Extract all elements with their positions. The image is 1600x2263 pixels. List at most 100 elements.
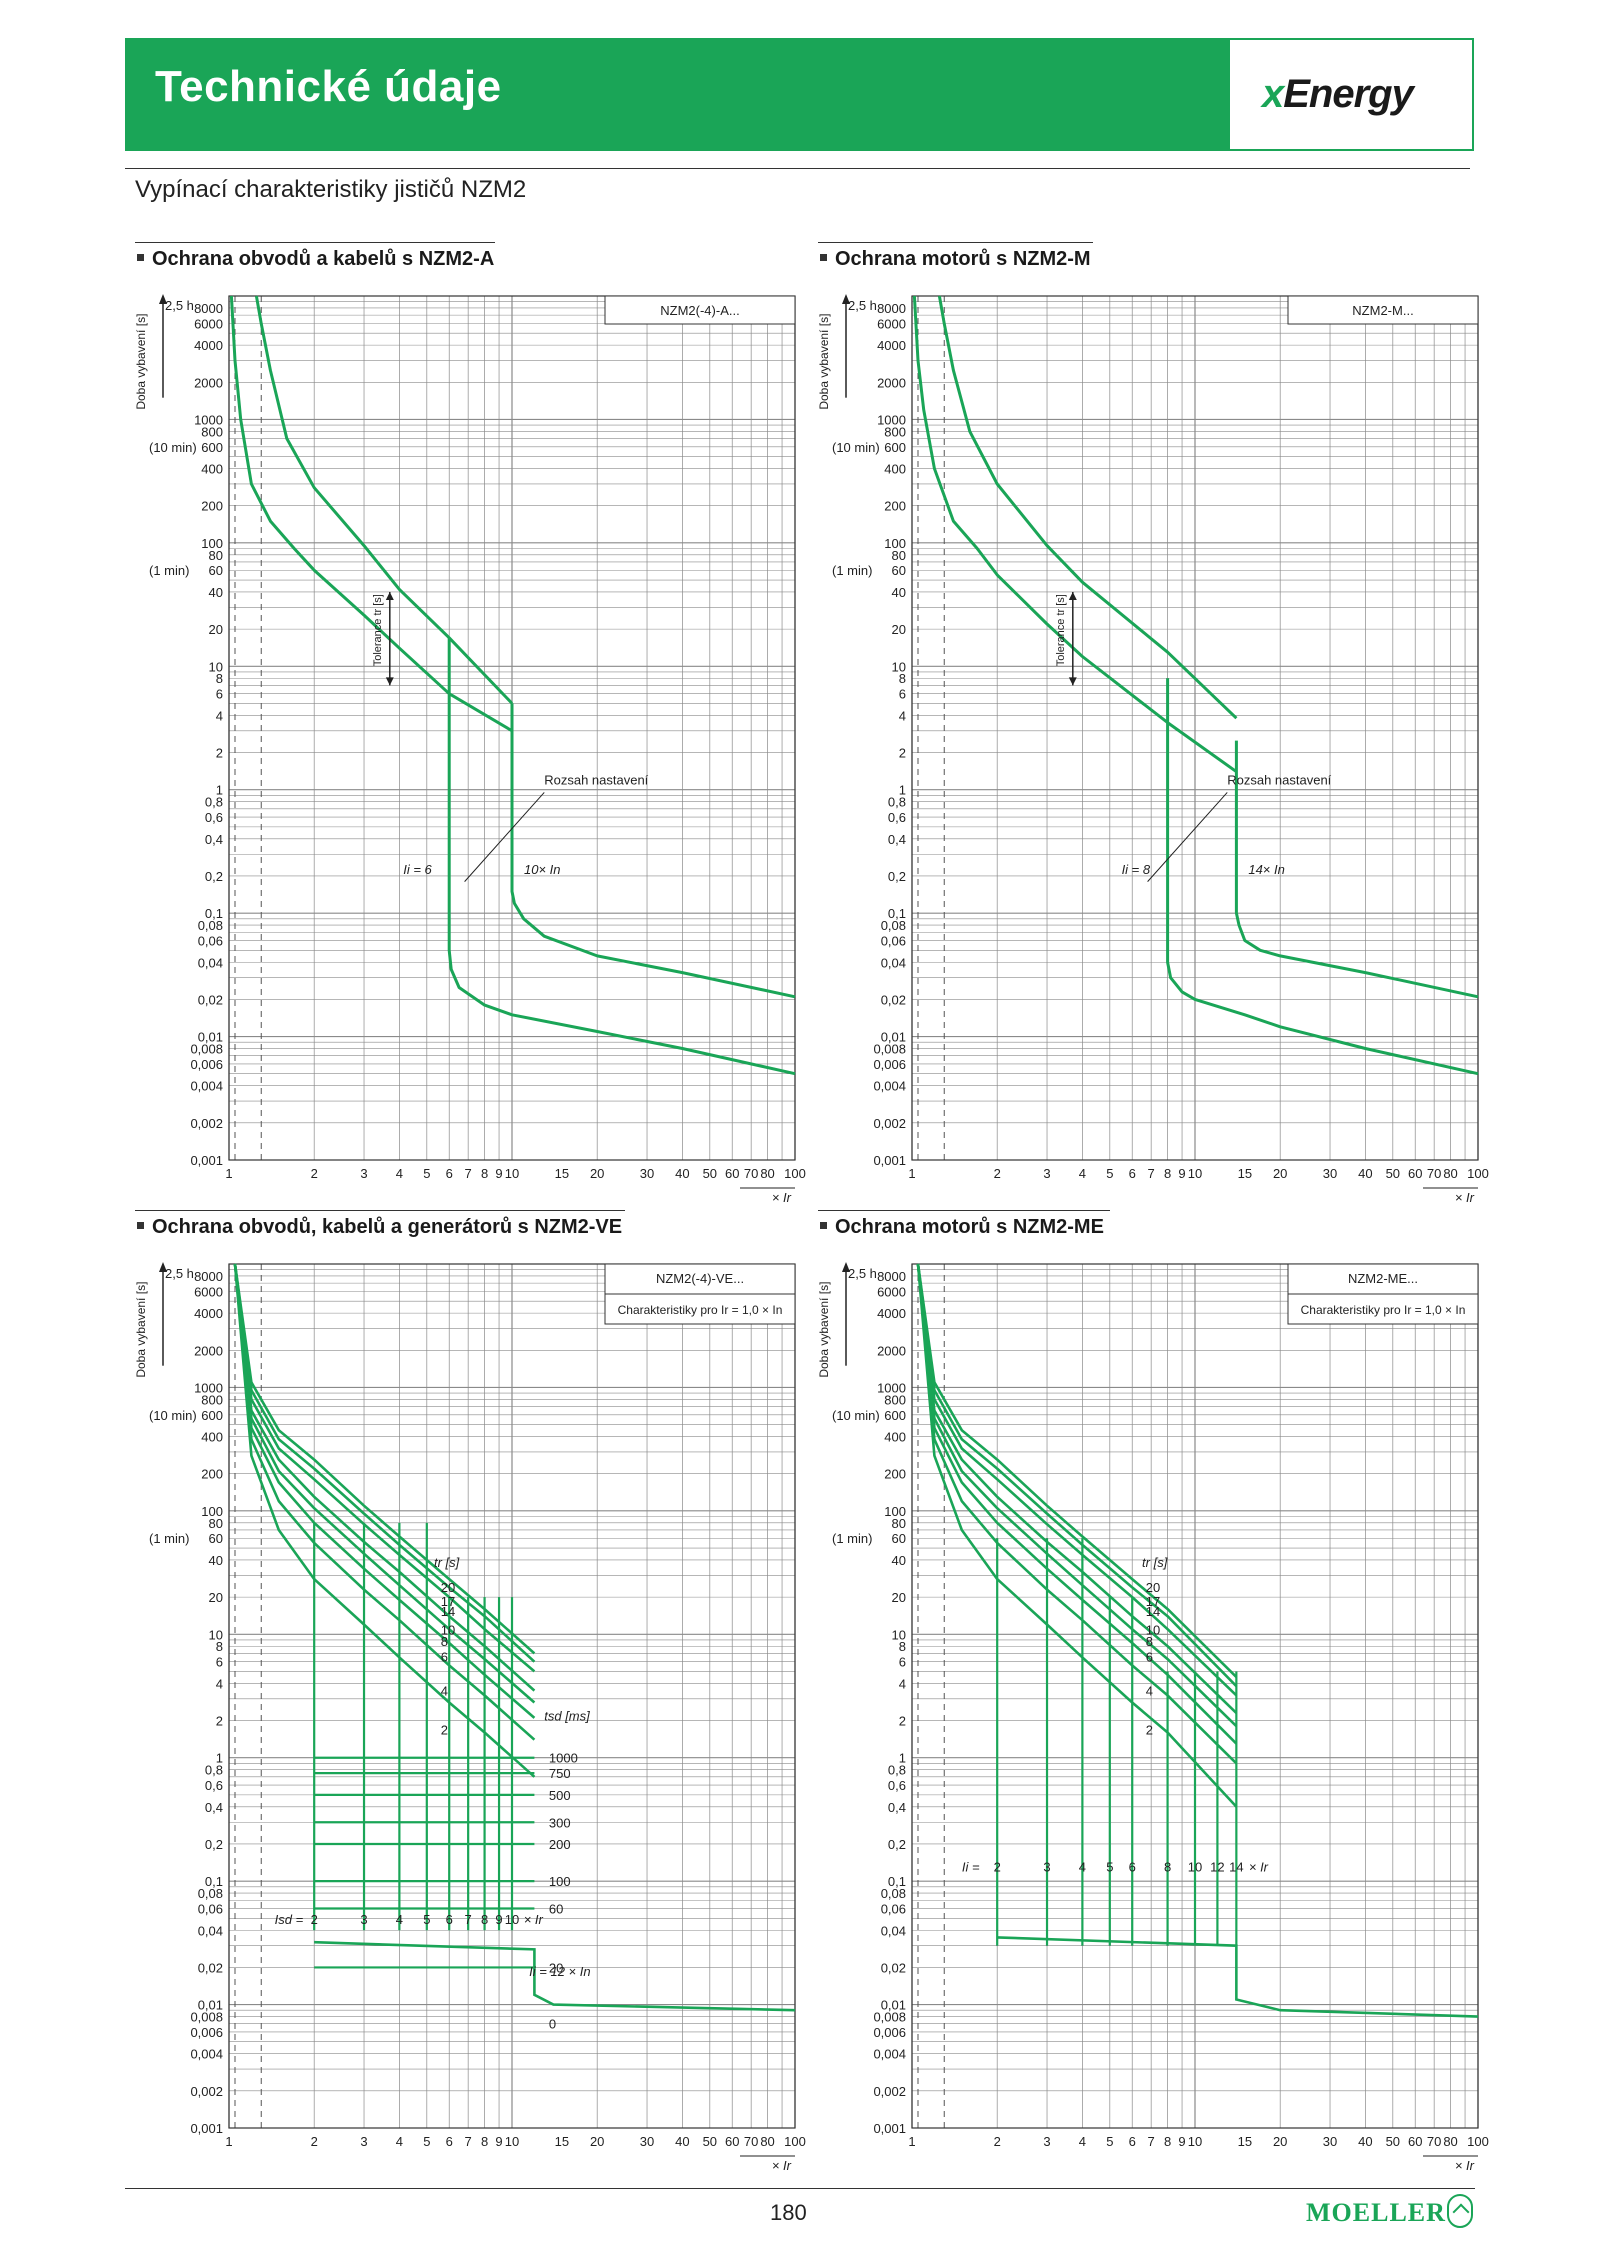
- y-tick-label: 0,8: [888, 1763, 906, 1778]
- section-title-m: Ochrana motorů s NZM2-M: [820, 248, 1091, 271]
- y-tick-label: 0,01: [198, 1030, 223, 1045]
- y-tick-label: 100: [884, 1504, 906, 1519]
- y-tick-label: 8: [216, 671, 223, 686]
- moeller-logo: MOELLER: [1306, 2198, 1446, 2227]
- y-tick-label: 0,02: [198, 1960, 223, 1975]
- y-extra-label: (10 min): [832, 440, 880, 455]
- curve-series: [916, 1263, 1238, 1728]
- chart-model-label: NZM2-M...: [1352, 303, 1413, 318]
- x-tick-label: 2: [311, 2134, 318, 2149]
- y-tick-label: 0,004: [873, 2047, 906, 2062]
- tsd-value-label: 300: [549, 1815, 571, 1830]
- y-tick-label: 800: [884, 424, 906, 439]
- ii-value-label: 10: [1188, 1859, 1202, 1874]
- y-tick-label: 0,6: [888, 1778, 906, 1793]
- ii-label: Ii = 6: [403, 862, 432, 877]
- y-tick-label: 0,8: [888, 795, 906, 810]
- setting-range-leader: [464, 792, 545, 882]
- y-tick-label: 8: [216, 1639, 223, 1654]
- x-tick-label: 3: [1043, 2134, 1050, 2149]
- chart-label-box: [604, 295, 796, 325]
- y-tick-label: 40: [892, 1553, 906, 1568]
- y-tick-label: 40: [209, 1553, 223, 1568]
- curve-series: [233, 1263, 536, 1673]
- tolerance-arrow-down-icon: [1068, 677, 1077, 686]
- x-tick-label: 6: [446, 1166, 453, 1181]
- y-tick-label: 0,06: [198, 934, 223, 949]
- y-tick-label: 400: [884, 462, 906, 477]
- tr-value-label: 6: [1146, 1650, 1153, 1665]
- y-tick-label: 0,6: [888, 810, 906, 825]
- tr-value-label: 2: [441, 1723, 448, 1738]
- isd-value-label: 4: [396, 1912, 403, 1927]
- y-tick-label: 0,04: [198, 955, 223, 970]
- y-tick-label: 0,006: [873, 1057, 906, 1072]
- setting-range-label: Rozsah nastavení: [544, 773, 648, 788]
- tr-value-label: 8: [441, 1634, 448, 1649]
- section-rule: [818, 242, 1093, 243]
- x-tick-label: 7: [465, 2134, 472, 2149]
- ii-value-label: 8: [1164, 1859, 1171, 1874]
- x-tick-label: 8: [1164, 2134, 1171, 2149]
- y-tick-label: 0,006: [190, 1057, 223, 1072]
- x-tick-label: 4: [396, 1166, 403, 1181]
- y-tick-label: 4: [216, 708, 223, 723]
- x-tick-label: 30: [640, 1166, 654, 1181]
- y-tick-label: 1: [899, 783, 906, 798]
- x-tick-label: 70: [744, 1166, 758, 1181]
- x-tick-label: 20: [590, 2134, 604, 2149]
- y-tick-label: 0,008: [190, 2010, 223, 2025]
- y-extra-label: (10 min): [149, 1408, 197, 1423]
- curve-series: [916, 1263, 1238, 1679]
- chart-label-box: [1287, 295, 1479, 325]
- in-multiple-label: 10× In: [524, 862, 561, 877]
- x-tick-label: 5: [1106, 2134, 1113, 2149]
- y-tick-label: 0,002: [873, 1116, 906, 1131]
- section-rule: [818, 1210, 1110, 1211]
- y-tick-label: 0,004: [190, 1079, 223, 1094]
- y-tick-label: 1000: [877, 412, 906, 427]
- x-tick-label: 4: [1079, 2134, 1086, 2149]
- chart-nzm2-me: 8000600040002000100080060040020010080604…: [817, 1261, 1489, 2173]
- y-tick-label: 8: [899, 1639, 906, 1654]
- curve-series: [233, 1263, 536, 1663]
- section-title-a: Ochrana obvodů a kabelů s NZM2-A: [137, 248, 494, 271]
- plot-frame: [228, 1263, 796, 2129]
- x-tick-label: 8: [481, 1166, 488, 1181]
- y-tick-label: 800: [201, 1392, 223, 1407]
- y-tick-label: 0,001: [190, 2121, 223, 2136]
- bullet-icon: [820, 1222, 827, 1230]
- isd-value-label: 5: [423, 1912, 430, 1927]
- y-tick-label: 0,6: [205, 810, 223, 825]
- tr-value-label: 17: [1146, 1594, 1160, 1609]
- y-tick-label: 4000: [877, 1306, 906, 1321]
- instantaneous-trip-curve: [997, 1936, 1479, 2018]
- y-tick-label: 0,01: [881, 1030, 906, 1045]
- chart-model-label: NZM2(-4)-VE...: [656, 1271, 744, 1286]
- y-tick-label: 600: [884, 440, 906, 455]
- y-axis-label: Doba vybavení [s]: [134, 1282, 148, 1378]
- y-tick-label: 0,08: [198, 918, 223, 933]
- x-tick-label: 60: [1408, 1166, 1422, 1181]
- y-tick-label: 6: [899, 1655, 906, 1670]
- y-tick-label: 0,06: [198, 1902, 223, 1917]
- y-tick-label: 0,001: [190, 1153, 223, 1168]
- x-tick-label: 2: [311, 1166, 318, 1181]
- y-tick-label: 6000: [877, 1284, 906, 1299]
- instantaneous-trip-curve: [314, 1940, 796, 2012]
- isd-value-label: 2: [311, 1912, 318, 1927]
- y-tick-label: 0,04: [198, 1923, 223, 1938]
- plot-frame: [228, 295, 796, 1161]
- page-title: Technické údaje: [155, 62, 502, 111]
- chart-model-label: NZM2(-4)-A...: [660, 303, 739, 318]
- y-extra-label: (10 min): [149, 440, 197, 455]
- tsd-value-label: 200: [549, 1837, 571, 1852]
- x-tick-label: 80: [760, 2134, 774, 2149]
- y-tick-label: 1: [216, 1751, 223, 1766]
- y-tick-label: 6000: [194, 316, 223, 331]
- x-tick-label: 10: [1188, 2134, 1202, 2149]
- y-tick-label: 8000: [194, 1269, 223, 1284]
- tolerance-label: Tolerance tr [s]: [1055, 594, 1067, 666]
- xenergy-logo: xEnergy: [1262, 72, 1414, 117]
- x-tick-label: 70: [744, 2134, 758, 2149]
